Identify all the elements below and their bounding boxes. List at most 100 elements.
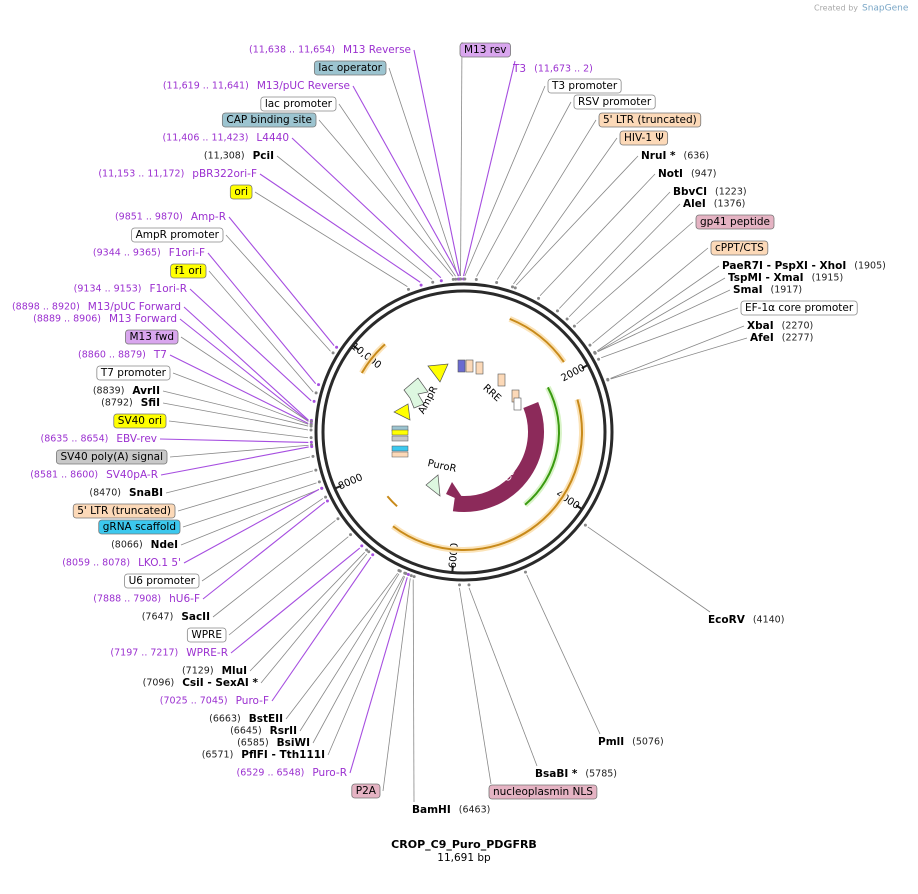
site-marker <box>398 569 402 573</box>
feature-label: T3 promoter <box>551 80 618 92</box>
leader-line <box>169 444 309 458</box>
ring-tick <box>451 565 454 573</box>
position-note: (5076) <box>632 737 664 748</box>
leader-line <box>526 574 601 735</box>
feature-block <box>475 361 484 375</box>
leader-line <box>271 556 372 702</box>
position-note: (8898 .. 8920) <box>12 302 80 313</box>
site-marker <box>336 517 340 521</box>
cas9-arc <box>452 402 544 512</box>
position-note: (11,619 .. 11,641) <box>163 81 249 92</box>
primer-label: WPRE-R <box>186 647 228 659</box>
feature-label-box <box>125 329 179 345</box>
leader-line <box>318 119 454 277</box>
site-marker <box>467 583 471 587</box>
site-marker <box>365 548 369 552</box>
leader-lines <box>159 41 748 803</box>
position-note: (8792) <box>101 398 133 409</box>
feature-label: SV40 ori <box>118 415 162 427</box>
site-marker <box>310 445 314 449</box>
primer-label: M13 Forward <box>109 313 177 325</box>
position-note: (6663) <box>209 714 241 725</box>
site-marker <box>309 436 313 440</box>
leader-line <box>299 573 400 732</box>
position-note: (1917) <box>771 285 803 296</box>
feature-arc <box>509 317 565 363</box>
site-marker <box>439 279 443 283</box>
position-note: (6585) <box>237 738 269 749</box>
leader-line <box>179 318 309 422</box>
leader-line <box>260 553 368 684</box>
enzyme-label: SfiI <box>141 397 160 409</box>
site-marker <box>324 495 328 499</box>
position-note: (6529 .. 6548) <box>237 768 305 779</box>
position-note: (636) <box>684 151 710 162</box>
position-note: (8889 .. 8906) <box>33 314 101 325</box>
site-marker <box>593 351 597 355</box>
leader-line <box>159 438 309 443</box>
position-note: (9134 .. 9153) <box>74 284 142 295</box>
feature-block <box>465 359 474 373</box>
leader-line <box>169 354 309 424</box>
site-marker <box>309 428 313 432</box>
leader-line <box>312 575 404 744</box>
primer-label: Amp-R <box>191 211 226 223</box>
feature-arc <box>524 386 560 506</box>
leader-line <box>208 270 314 393</box>
feature-label-box <box>313 60 387 76</box>
feature-label: U6 promoter <box>129 575 196 587</box>
leader-line <box>597 277 726 352</box>
leader-line <box>202 501 326 600</box>
leader-line <box>183 306 309 421</box>
credit: Created by <box>814 4 858 13</box>
leader-line <box>476 101 572 277</box>
leader-line <box>462 60 516 277</box>
site-marker <box>510 285 514 289</box>
position-note: (7888 .. 7908) <box>93 594 161 605</box>
position-note: (11,153 .. 11,172) <box>98 169 184 180</box>
primer-label: hU6-F <box>169 593 200 605</box>
ampr-arrow <box>403 377 429 409</box>
feature-label: RSV promoter <box>578 96 652 108</box>
feature-label-box <box>351 783 381 799</box>
enzyme-label: BstEII <box>249 713 283 725</box>
position-note: (7096) <box>143 678 175 689</box>
site-marker <box>459 277 463 281</box>
puror-arrow <box>425 474 441 497</box>
leader-line <box>212 520 336 618</box>
site-marker <box>371 553 375 557</box>
position-note: (8059 .. 8078) <box>62 558 130 569</box>
feature-label: gp41 peptide <box>700 216 770 228</box>
site-marker <box>565 317 569 321</box>
enzyme-label: TspMI - XmaI <box>728 272 804 284</box>
feature-label: T7 promoter <box>100 367 167 379</box>
site-marker <box>588 343 592 347</box>
feature-label: AmpR promoter <box>136 229 220 241</box>
site-marker <box>311 454 315 458</box>
feature-label: f1 ori <box>175 265 202 277</box>
site-marker <box>513 286 517 290</box>
feature-label: WPRE <box>191 629 222 641</box>
feature-label-box <box>488 784 598 800</box>
feature-label-box <box>56 449 168 465</box>
enzyme-label: EcoRV <box>708 614 746 626</box>
position-note: (6645) <box>230 726 262 737</box>
feature-block <box>391 435 409 442</box>
leader-line <box>228 536 349 636</box>
leader-line <box>587 526 711 613</box>
enzyme-label: MluI <box>222 665 247 677</box>
feature-label: 5' LTR (truncated) <box>77 505 171 517</box>
position-note: (7025 .. 7045) <box>160 696 228 707</box>
leader-line <box>189 288 312 402</box>
site-marker <box>331 351 335 355</box>
position-note: (7197 .. 7217) <box>110 648 178 659</box>
plasmid-length: 11,691 bp <box>437 852 491 864</box>
feature-block <box>457 359 466 373</box>
leader-line <box>515 155 639 286</box>
position-note: (947) <box>691 169 717 180</box>
feature-label: M13 fwd <box>129 331 174 343</box>
leader-line <box>162 402 309 431</box>
